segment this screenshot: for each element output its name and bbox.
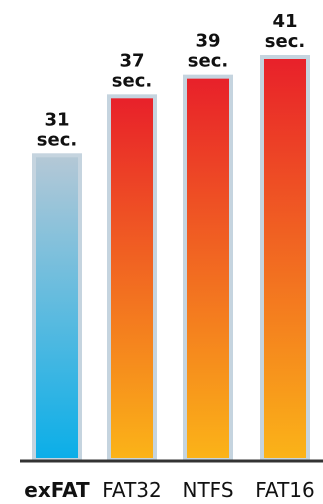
unit-label-fat32: sec. (112, 70, 152, 91)
bar-fat16 (260, 55, 310, 462)
value-label-exfat: 31 (44, 109, 69, 130)
bar-exfat (32, 153, 82, 462)
unit-label-exfat: sec. (37, 129, 77, 150)
value-label-ntfs: 39 (195, 31, 220, 52)
bars-group (32, 55, 310, 462)
category-label-fat32: FAT32 (102, 478, 161, 502)
unit-label-ntfs: sec. (188, 51, 228, 72)
unit-label-fat16: sec. (265, 31, 305, 52)
category-label-fat16: FAT16 (255, 478, 314, 502)
value-label-fat32: 37 (119, 50, 144, 71)
bar-fat32 (107, 94, 157, 462)
value-label-fat16: 41 (272, 11, 297, 32)
category-label-ntfs: NTFS (182, 478, 233, 502)
bar-ntfs (183, 74, 233, 462)
category-label-exfat: exFAT (24, 478, 90, 502)
labels-group: 31sec.exFAT37sec.FAT3239sec.NTFS41sec.FA… (24, 11, 314, 502)
